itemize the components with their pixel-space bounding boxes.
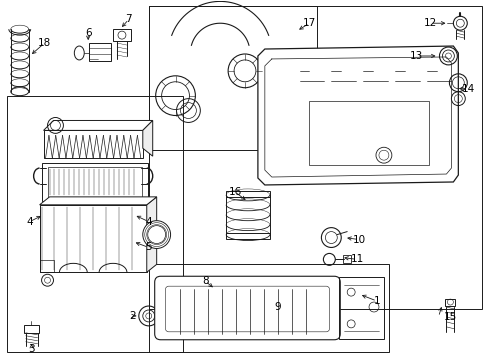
Text: 14: 14 <box>461 84 474 94</box>
Text: 2: 2 <box>129 311 136 321</box>
Text: 7: 7 <box>125 14 132 24</box>
Polygon shape <box>146 197 156 272</box>
Text: 6: 6 <box>85 28 91 38</box>
Polygon shape <box>40 197 156 205</box>
Bar <box>89 43 111 61</box>
Text: 1: 1 <box>373 296 380 306</box>
Text: 18: 18 <box>38 38 51 48</box>
Text: 5: 5 <box>145 243 152 252</box>
Text: 16: 16 <box>228 187 241 197</box>
Circle shape <box>142 221 170 248</box>
Bar <box>225 191 269 197</box>
Polygon shape <box>257 46 457 185</box>
Bar <box>309 100 427 165</box>
Bar <box>339 277 383 339</box>
Polygon shape <box>43 130 142 158</box>
Bar <box>445 299 454 306</box>
Bar <box>148 6 317 150</box>
Text: 11: 11 <box>350 255 363 264</box>
Bar <box>113 29 131 41</box>
Polygon shape <box>40 205 146 272</box>
FancyBboxPatch shape <box>154 276 340 340</box>
Text: 13: 13 <box>409 51 423 61</box>
Polygon shape <box>43 121 152 130</box>
Bar <box>148 264 388 352</box>
Bar <box>40 260 54 272</box>
Bar <box>47 167 142 197</box>
Text: 9: 9 <box>274 302 281 312</box>
Bar <box>41 163 147 201</box>
Text: 4: 4 <box>26 217 33 227</box>
Text: 12: 12 <box>423 18 436 28</box>
Text: 15: 15 <box>443 312 456 322</box>
Bar <box>343 255 350 264</box>
Text: 8: 8 <box>202 276 208 286</box>
Bar <box>225 233 269 239</box>
Text: 10: 10 <box>352 234 365 244</box>
Text: 3: 3 <box>28 344 35 354</box>
Bar <box>148 6 481 309</box>
Text: 17: 17 <box>302 18 315 28</box>
Bar <box>24 325 39 333</box>
Text: 4: 4 <box>145 217 152 227</box>
Bar <box>7 96 183 352</box>
Polygon shape <box>142 121 152 156</box>
